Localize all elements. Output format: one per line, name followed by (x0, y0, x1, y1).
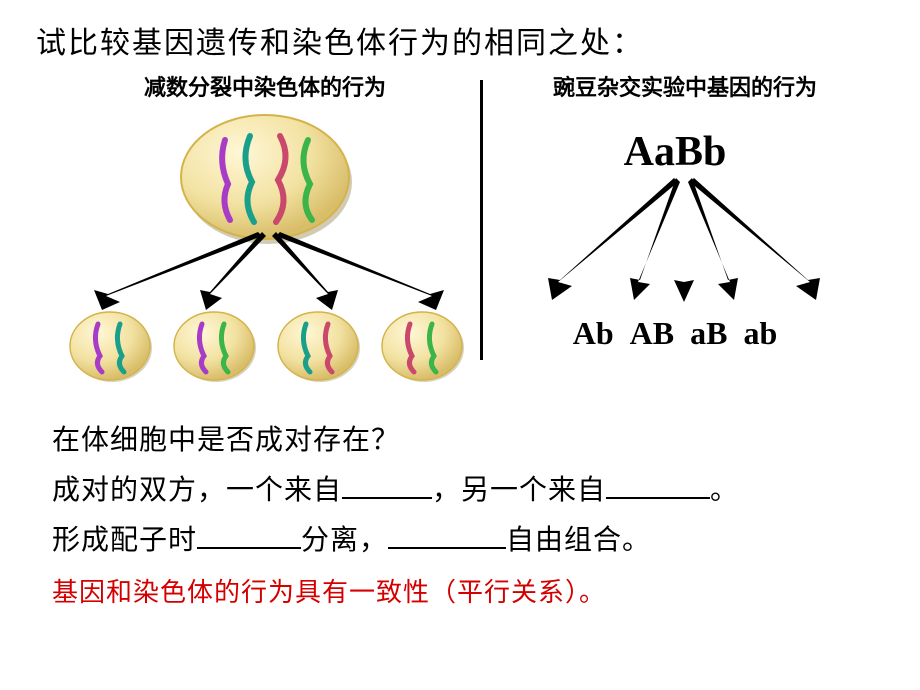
gene-parent: AaBb (480, 128, 870, 176)
daughter-cells (50, 302, 480, 390)
right-arrows (520, 178, 840, 308)
q2-part-a: 成对的双方，一个来自 (52, 475, 342, 506)
right-panel: 豌豆杂交实验中基因的行为 AaBb Ab AB aB ab (480, 70, 870, 390)
q2-part-b: ，另一个来自 (432, 475, 606, 506)
question-1: 在体细胞中是否成对存在？ (52, 418, 400, 458)
q3-part-b: 分离， (301, 525, 388, 556)
blank-1 (342, 471, 432, 499)
question-3: 形成配子时 分离， 自由组合。 (52, 518, 651, 558)
gamete-3: aB (690, 315, 727, 352)
blank-2 (606, 471, 710, 499)
blank-3 (197, 521, 301, 549)
gamete-4: ab (743, 315, 777, 352)
diagram-row: 减数分裂中染色体的行为 (50, 70, 870, 390)
blank-4 (388, 521, 506, 549)
page-title: 试比较基因遗传和染色体行为的相同之处： (36, 18, 644, 62)
gamete-2: AB (630, 315, 674, 352)
left-heading: 减数分裂中染色体的行为 (50, 70, 480, 102)
q3-part-a: 形成配子时 (52, 525, 197, 556)
left-panel: 减数分裂中染色体的行为 (50, 70, 480, 390)
gamete-row: Ab AB aB ab (480, 315, 870, 352)
q2-part-c: 。 (710, 475, 739, 506)
right-heading: 豌豆杂交实验中基因的行为 (480, 70, 870, 102)
q3-part-c: 自由组合。 (506, 525, 651, 556)
question-2: 成对的双方，一个来自 ，另一个来自 。 (52, 468, 739, 508)
conclusion: 基因和染色体的行为具有一致性（平行关系）。 (52, 572, 606, 609)
gamete-1: Ab (573, 315, 614, 352)
